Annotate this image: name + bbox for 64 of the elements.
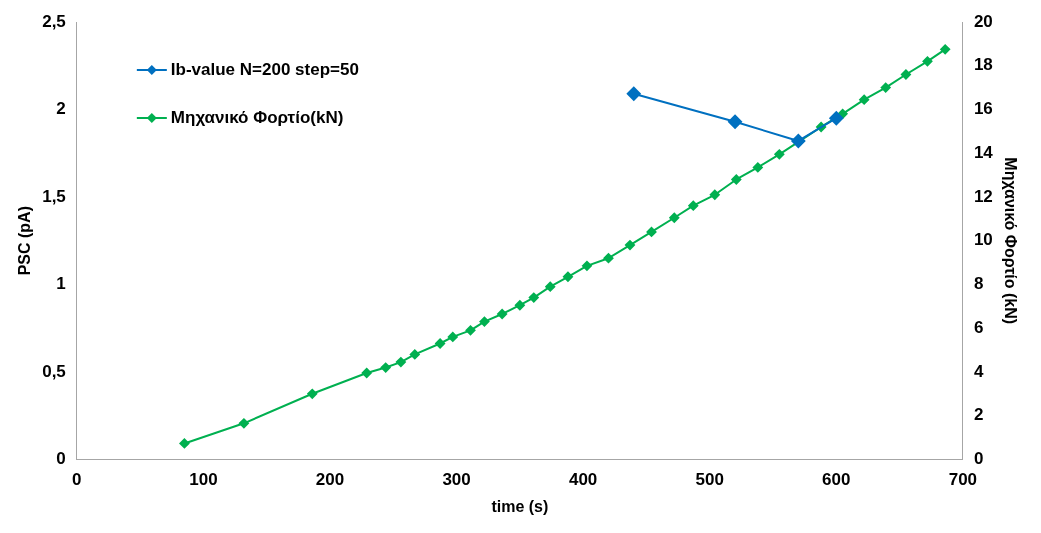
y-tick-label: 1,5	[42, 186, 66, 206]
x-tick-label: 400	[568, 470, 598, 490]
y2-tick-label: 10	[973, 230, 993, 250]
point	[179, 438, 190, 449]
y2-tick-label: 12	[973, 186, 993, 206]
point	[465, 325, 476, 336]
point	[380, 362, 391, 373]
y2-axis-title: Μηχανικό Φορτίο (kN)	[1001, 157, 1019, 325]
point	[624, 240, 635, 251]
point	[940, 44, 951, 55]
point	[709, 189, 720, 200]
x-tick-label: 700	[948, 470, 978, 490]
point	[626, 86, 641, 101]
point	[409, 349, 420, 360]
point	[238, 418, 249, 429]
y2-tick-label: 14	[973, 142, 994, 162]
point	[497, 308, 508, 319]
y-tick-label: 1	[56, 274, 66, 294]
y2-tick-label: 8	[973, 274, 984, 294]
point	[669, 212, 680, 223]
point	[562, 271, 573, 282]
point	[774, 149, 785, 160]
y2-tick-label: 16	[973, 99, 993, 119]
x-tick-label: 200	[315, 470, 345, 490]
point	[688, 200, 699, 211]
point	[603, 253, 614, 264]
point	[581, 260, 592, 271]
point	[731, 174, 742, 185]
x-tick-label: 600	[822, 470, 851, 490]
point	[435, 338, 446, 349]
legend-label: Μηχανικό Φορτίο(kN)	[170, 107, 344, 127]
y-tick-label: 0,5	[42, 361, 66, 381]
point	[900, 69, 911, 80]
point	[728, 114, 743, 129]
point	[307, 388, 318, 399]
y-axis-title: PSC (pA)	[16, 206, 34, 276]
point	[859, 94, 870, 105]
point	[829, 111, 844, 126]
x-tick-label: 500	[695, 470, 724, 490]
x-tick-label: 100	[189, 470, 218, 490]
y2-tick-label: 4	[973, 361, 984, 381]
y2-tick-label: 0	[973, 449, 984, 469]
point	[646, 226, 657, 237]
y2-tick-label: 2	[973, 405, 984, 425]
point	[514, 300, 525, 311]
x-axis-title: time (s)	[491, 497, 549, 515]
point	[395, 357, 406, 368]
y-tick-label: 2,5	[42, 11, 66, 31]
point	[922, 56, 933, 67]
x-tick-label: 300	[442, 470, 471, 490]
point	[880, 82, 891, 93]
y-tick-label: 2	[56, 99, 66, 119]
point	[479, 316, 490, 327]
point	[447, 331, 458, 342]
y-tick-label: 0	[56, 449, 66, 469]
x-tick-label: 0	[72, 470, 82, 490]
legend-label: Ib-value N=200 step=50	[170, 59, 359, 79]
y2-tick-label: 20	[973, 11, 993, 31]
point	[545, 281, 556, 292]
point	[361, 368, 372, 379]
point	[528, 292, 539, 303]
y2-tick-label: 18	[973, 55, 993, 75]
point	[752, 162, 763, 173]
y2-tick-label: 6	[973, 317, 984, 337]
